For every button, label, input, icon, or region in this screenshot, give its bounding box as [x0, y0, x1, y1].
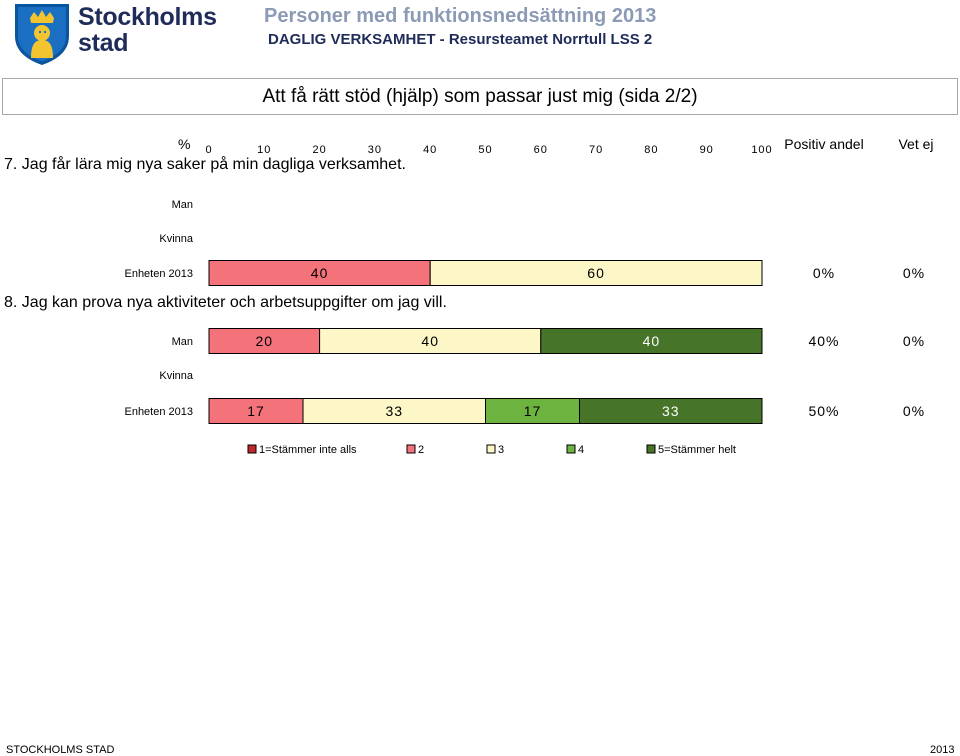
stockholm-crest-logo — [15, 4, 69, 65]
x-tick-label: 20 — [312, 144, 326, 156]
question-label: 7. Jag får lära mig nya saker på min dag… — [4, 155, 406, 173]
bar-segment — [540, 328, 763, 354]
stacked-bar-chart: % 0 10 20 30 40 50 60 70 80 90 100 Positiv andel Vet … — [4, 136, 934, 456]
x-tick-label: 0 — [205, 144, 212, 156]
dont-know-value: 0% — [903, 265, 925, 281]
legend-label: 1=Stämmer inte alls — [259, 444, 357, 456]
bar-segment-label: 40 — [643, 333, 661, 349]
positive-share-value: 40% — [808, 333, 839, 349]
bar-segment — [302, 398, 487, 424]
row-group-label: Man — [172, 199, 193, 211]
report-title: Personer med funktionsnedsättning 2013 — [264, 5, 657, 27]
positive-share-value: 50% — [808, 403, 839, 419]
row-group-label: Kvinna — [159, 233, 194, 245]
dont-know-value: 0% — [903, 333, 925, 349]
legend-label: 3 — [498, 444, 504, 456]
legend-label: 5=Stämmer helt — [658, 444, 736, 456]
x-tick-label: 80 — [644, 144, 658, 156]
bar-segment — [208, 260, 431, 286]
x-tick-label: 50 — [478, 144, 492, 156]
bar-segment — [485, 398, 581, 424]
row-group-label: Man — [172, 336, 193, 348]
bar-segment-label: 20 — [256, 333, 274, 349]
x-tick-label: 100 — [751, 144, 772, 156]
legend-label: 2 — [418, 444, 424, 456]
legend-swatch — [406, 444, 416, 454]
bar-segment-label: 33 — [662, 403, 680, 419]
bar-segment — [208, 398, 304, 424]
org-name-line2: stad — [78, 29, 129, 57]
axis-unit-label: % — [178, 136, 190, 152]
x-tick-label: 40 — [423, 144, 437, 156]
footer-year: 2013 — [930, 744, 955, 756]
org-name-line1: Stockholms — [78, 3, 217, 31]
x-tick-label: 70 — [589, 144, 603, 156]
legend-label: 4 — [578, 444, 584, 456]
row-group-label: Kvinna — [159, 370, 194, 382]
positive-share-value: 0% — [813, 265, 835, 281]
legend-swatch — [486, 444, 496, 454]
bar-segment — [429, 260, 763, 286]
bar-segment-label: 60 — [587, 265, 605, 281]
section-title-box — [2, 78, 958, 115]
bar-segment-label: 17 — [524, 403, 542, 419]
bar-segment-label: 33 — [385, 403, 403, 419]
org-name: Stockholms stad — [78, 4, 217, 56]
x-tick-label: 60 — [534, 144, 548, 156]
report-subtitle: DAGLIG VERKSAMHET - Resursteamet Norrtul… — [268, 31, 653, 48]
question-label: 8. Jag kan prova nya aktiviteter och arb… — [4, 294, 447, 311]
bar-segment-label: 17 — [247, 403, 265, 419]
dont-know-header: Vet ej — [898, 136, 933, 152]
legend-swatch — [646, 444, 656, 454]
row-group-label: Enheten 2013 — [124, 268, 193, 280]
bar-segment-label: 40 — [421, 333, 439, 349]
dont-know-value: 0% — [903, 403, 925, 419]
positive-share-header: Positiv andel — [784, 136, 863, 152]
x-tick-label: 30 — [368, 144, 382, 156]
row-group-label: Enheten 2013 — [124, 406, 193, 418]
section-title: Att få rätt stöd (hjälp) som passar just… — [262, 86, 698, 107]
legend-swatch — [566, 444, 576, 454]
bar-segment — [579, 398, 763, 424]
footer-org: STOCKHOLMS STAD — [6, 744, 115, 756]
legend-swatch — [247, 444, 257, 454]
bar-segment-label: 40 — [311, 265, 329, 281]
x-tick-label: 90 — [700, 144, 714, 156]
x-tick-label: 10 — [257, 144, 271, 156]
bar-segment — [319, 328, 542, 354]
